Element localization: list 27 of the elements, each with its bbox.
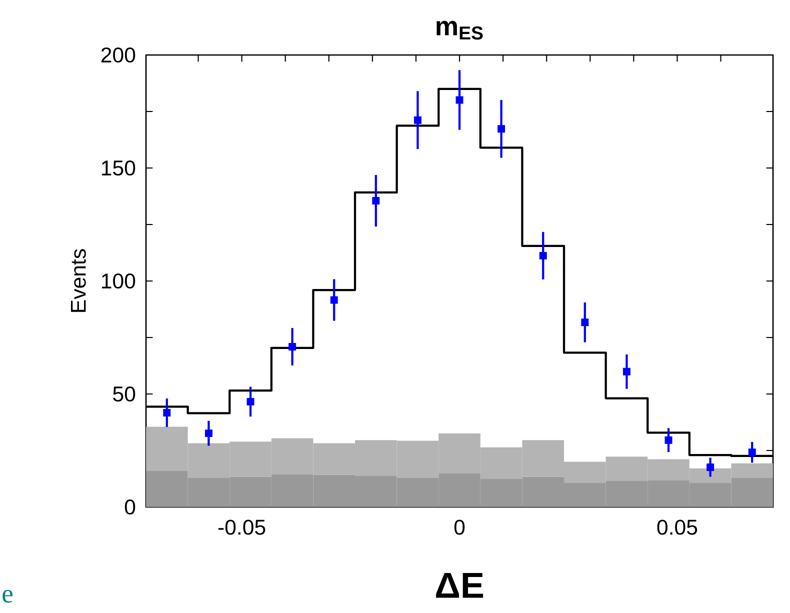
point: [163, 409, 171, 416]
point: [622, 368, 630, 376]
y-axis-title: Events: [70, 249, 86, 312]
point: [204, 430, 212, 438]
point: [372, 197, 380, 204]
point: [246, 398, 254, 406]
y-tick-label: 50: [113, 386, 136, 402]
y-tick-label: 150: [102, 160, 136, 176]
point: [498, 125, 506, 133]
point: [581, 318, 589, 326]
point: [288, 343, 296, 350]
x-tick-label: 0.05: [657, 520, 698, 535]
chart-title: m$_{ES}$: [436, 20, 483, 40]
point: [748, 448, 756, 456]
x-tick-label: 0: [454, 520, 465, 535]
y-tick-label: 200: [101, 47, 136, 63]
x-axis-title: ΔE: [436, 573, 484, 598]
x-tick-label: -0.05: [218, 520, 266, 535]
point: [330, 296, 338, 304]
point: [664, 436, 672, 444]
point: [456, 96, 464, 104]
y-tick-label: 100: [102, 273, 136, 289]
text: e: [2, 590, 13, 603]
point: [706, 463, 714, 471]
point: [414, 116, 422, 124]
point: [539, 252, 547, 260]
y-tick-label: 0: [124, 499, 136, 515]
